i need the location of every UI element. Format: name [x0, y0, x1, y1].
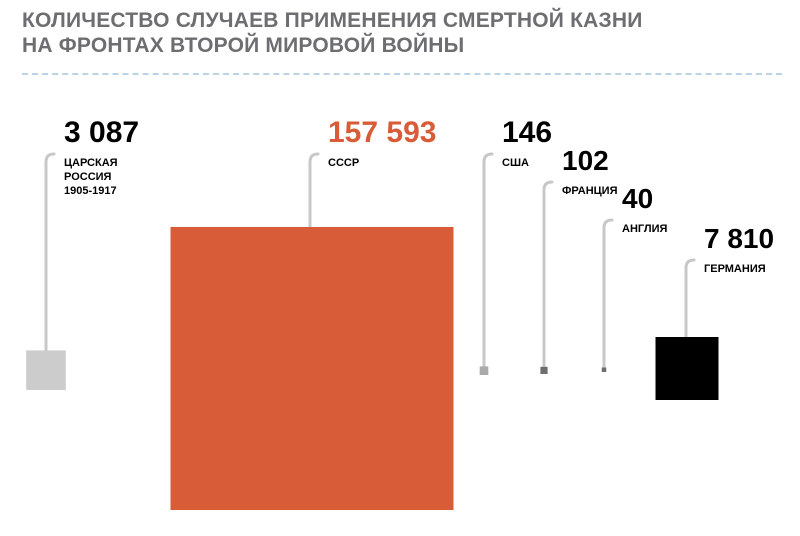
bar-ussr: [170, 227, 454, 510]
connector-usa: [482, 152, 494, 368]
value-label-usa: 146: [502, 116, 552, 149]
value-label-ussr: 157 593: [328, 116, 436, 149]
chart-title-line-1: КОЛИЧЕСТВО СЛУЧАЕВ ПРИМЕНЕНИЯ СМЕРТНОЙ К…: [22, 9, 643, 32]
bar-england: [601, 367, 607, 372]
title-divider: [22, 73, 782, 75]
connector-tsarist-russia: [44, 152, 56, 352]
category-label-tsarist-russia-2: РОССИЯ: [64, 171, 112, 183]
bar-france: [540, 366, 548, 374]
value-label-tsarist-russia: 3 087: [64, 116, 139, 149]
connector-france: [542, 180, 554, 369]
bar-tsarist-russia: [26, 350, 66, 390]
category-label-tsarist-russia-3: 1905-1917: [64, 185, 117, 197]
connector-ussr: [308, 152, 320, 229]
category-label-france: ФРАНЦИЯ: [562, 185, 618, 197]
connector-england: [602, 218, 614, 369]
value-label-england: 40: [622, 183, 653, 214]
bar-germany: [655, 336, 719, 400]
category-label-tsarist-russia-1: ЦАРСКАЯ: [64, 157, 118, 169]
category-label-england: АНГЛИЯ: [622, 223, 667, 235]
value-label-germany: 7 810: [704, 223, 774, 254]
category-label-ussr: СССР: [328, 157, 359, 169]
chart-title: КОЛИЧЕСТВО СЛУЧАЕВ ПРИМЕНЕНИЯ СМЕРТНОЙ К…: [22, 8, 643, 58]
bar-usa: [479, 366, 489, 375]
value-label-france: 102: [562, 145, 609, 176]
connector-germany: [684, 258, 696, 339]
category-label-usa: США: [502, 157, 529, 169]
category-label-germany: ГЕРМАНИЯ: [704, 263, 766, 275]
chart-title-line-2: НА ФРОНТАХ ВТОРОЙ МИРОВОЙ ВОЙНЫ: [22, 34, 465, 57]
